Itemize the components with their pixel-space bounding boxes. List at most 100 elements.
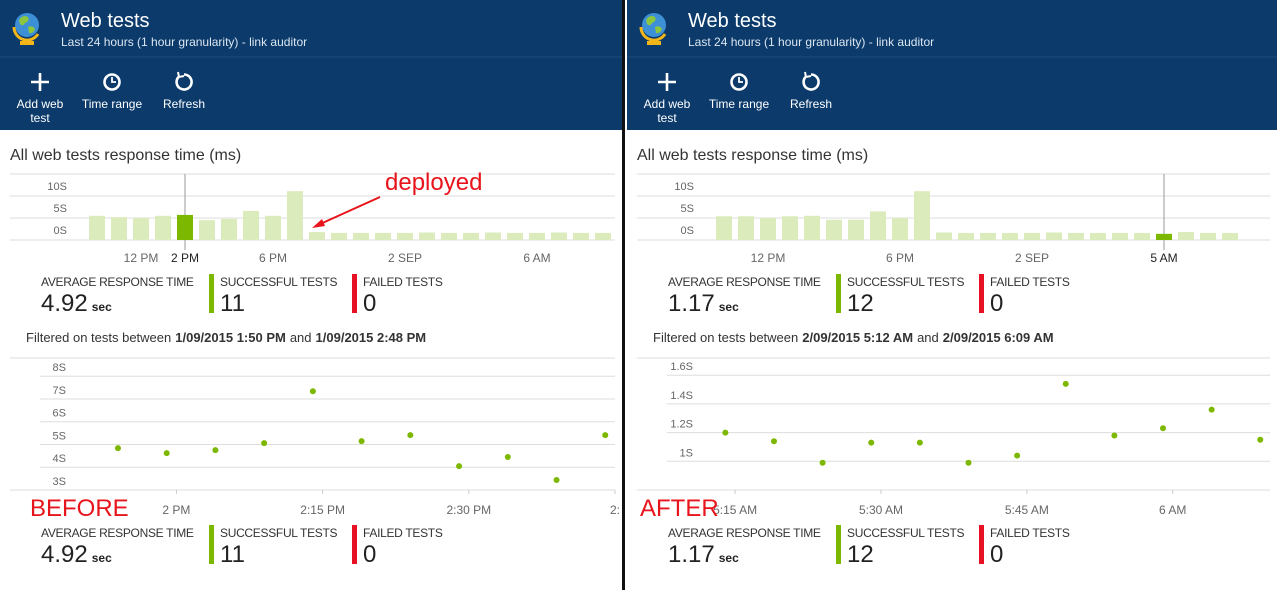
filter-joiner: and — [290, 330, 312, 345]
clock-icon — [730, 73, 748, 91]
add-icon — [658, 73, 676, 91]
stat-value: 11 — [220, 541, 245, 568]
bar — [848, 219, 864, 240]
y-tick-label: 5S — [681, 203, 694, 215]
bar — [287, 191, 303, 240]
toolbar-button[interactable]: Time range — [81, 97, 143, 111]
data-point — [1160, 425, 1167, 432]
bar — [353, 232, 369, 240]
data-point — [819, 459, 826, 466]
bar — [265, 215, 281, 240]
stat-value: 0 — [363, 541, 376, 568]
bar — [738, 216, 754, 240]
filter-joiner: and — [917, 330, 939, 345]
bar — [111, 217, 127, 240]
bar — [529, 232, 545, 240]
stat-unit: sec — [92, 300, 112, 314]
toolbar-button[interactable]: Add web test — [643, 97, 691, 125]
bar — [958, 232, 974, 240]
bar — [595, 232, 611, 240]
y-tick-label: 0S — [54, 225, 67, 237]
state-label: AFTER — [640, 495, 719, 522]
stat-value: 11 — [220, 290, 245, 317]
filter-text: Filtered on tests between 2/09/2015 5:12 … — [653, 330, 1054, 345]
globe-stand — [639, 26, 667, 42]
bar — [1178, 232, 1194, 240]
bar — [1156, 233, 1172, 240]
bar — [936, 232, 952, 240]
data-point — [1111, 432, 1118, 439]
refresh-icon — [175, 73, 193, 91]
y-tick-label: 3S — [53, 476, 66, 488]
globe-icon — [12, 13, 40, 45]
toolbar-button[interactable]: Add web test — [16, 97, 64, 125]
bar — [1134, 232, 1150, 240]
data-point — [1014, 452, 1021, 459]
refresh-arrow — [177, 71, 185, 79]
x-tick-label: 2:15 PM — [300, 503, 345, 517]
bar — [331, 232, 347, 240]
toolbar-button[interactable]: Refresh — [162, 97, 206, 111]
stat-indicator — [352, 525, 357, 564]
y-tick-label: 7S — [53, 385, 66, 397]
bar — [441, 232, 457, 240]
y-tick-label: 5S — [54, 203, 67, 215]
stat-value: 1.17 — [668, 290, 715, 317]
data-point — [916, 439, 923, 446]
x-tick-label: 2:30 PM — [446, 503, 491, 517]
data-point — [212, 447, 219, 454]
stat-label: AVERAGE RESPONSE TIME — [668, 275, 821, 289]
data-point — [309, 388, 316, 395]
stat-value: 0 — [990, 290, 1003, 317]
x-tick-label: 12 PM — [751, 251, 786, 265]
stat-indicator — [209, 525, 214, 564]
bar — [309, 232, 325, 240]
stat-label: FAILED TESTS — [363, 275, 443, 289]
stat-indicator — [836, 274, 841, 313]
toolbar-button[interactable]: Refresh — [789, 97, 833, 111]
x-tick-label: 5:15 AM — [713, 503, 757, 517]
page-title: Web tests — [61, 10, 150, 32]
globe-base — [647, 41, 661, 45]
globe-land — [646, 16, 662, 34]
bar — [155, 215, 171, 240]
bar — [1024, 232, 1040, 240]
stat-label: AVERAGE RESPONSE TIME — [41, 275, 194, 289]
toolbar-button[interactable]: Time range — [708, 97, 770, 111]
clock-hands — [738, 77, 743, 83]
stat-indicator — [979, 274, 984, 313]
stat-label: SUCCESSFUL TESTS — [847, 526, 965, 540]
x-tick-label: 6 AM — [1159, 503, 1186, 517]
y-tick-label: 1.4S — [670, 390, 693, 402]
bar — [804, 215, 820, 240]
data-point — [456, 463, 463, 470]
clock-hands — [111, 77, 116, 83]
x-tick-label: 5:30 AM — [859, 503, 903, 517]
panel: Web tests Last 24 hours (1 hour granulari… — [627, 0, 1277, 590]
bar — [551, 232, 567, 240]
bar — [199, 220, 215, 240]
panel-canvas: Web tests Last 24 hours (1 hour granulari… — [0, 0, 622, 568]
bar — [397, 232, 413, 240]
filter-from: 2/09/2015 5:12 AM — [802, 330, 913, 345]
bar — [870, 211, 886, 240]
y-tick-label: 4S — [53, 453, 66, 465]
header-bar — [0, 0, 622, 130]
stat-unit: sec — [719, 551, 739, 565]
bar — [463, 232, 479, 240]
bar — [782, 216, 798, 240]
y-tick-label: 0S — [681, 225, 694, 237]
data-point — [770, 438, 777, 445]
stat-label: FAILED TESTS — [990, 275, 1070, 289]
data-point — [602, 432, 609, 439]
filter-to: 1/09/2015 2:48 PM — [316, 330, 427, 345]
section-title: All web tests response time (ms) — [637, 147, 868, 164]
filter-text: Filtered on tests between 1/09/2015 1:50 … — [26, 330, 426, 345]
x-tick-label: 2 PM — [162, 503, 190, 517]
data-point — [722, 429, 729, 436]
stat-value: 12 — [847, 290, 874, 317]
stat-value: 0 — [363, 290, 376, 317]
page-title: Web tests — [688, 10, 777, 32]
bar — [1222, 232, 1238, 240]
x-tick-label: 2 SEP — [388, 251, 422, 265]
